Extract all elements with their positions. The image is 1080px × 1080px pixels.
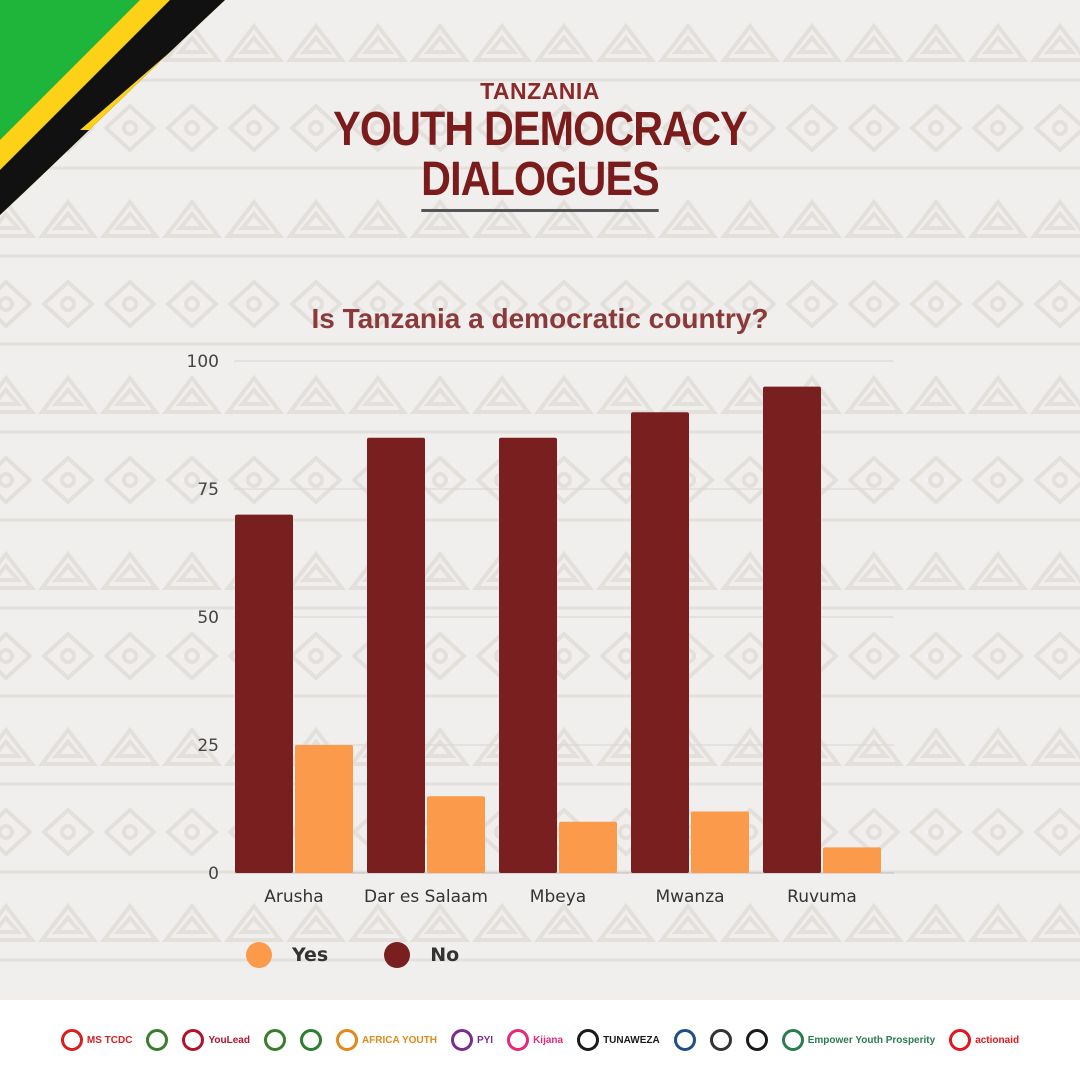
eyebrow-title: TANZANIA (480, 78, 600, 104)
legend: Yes No (246, 942, 459, 968)
logo-text: Kijana (533, 1034, 564, 1046)
bar-no-mwanza (631, 412, 689, 873)
main-title-line1: YOUTH DEMOCRACY (333, 103, 748, 156)
y-tick-label: 0 (208, 864, 219, 884)
legend-swatch-no (384, 942, 411, 968)
bar-yes-mbeya (559, 821, 617, 873)
x-tick-label: Mwanza (655, 887, 724, 907)
bar-no-dar-es-salaam (367, 437, 425, 873)
legend-item-yes: Yes (246, 942, 328, 968)
x-tick-label: Ruvuma (787, 887, 857, 907)
logo-text: TUNAWEZA (603, 1034, 660, 1046)
map-logo (709, 1029, 732, 1051)
crest-logo-mark (146, 1029, 169, 1051)
logo-text: YouLead (208, 1034, 250, 1046)
header: TANZANIA YOUTH DEMOCRACY DIALOGUES (0, 78, 1080, 212)
logo-text: AFRICA YOUTH (361, 1034, 437, 1046)
youlead-logo: YouLead (182, 1029, 250, 1051)
voice-of-youth-logo-mark (673, 1029, 696, 1051)
y-tick-label: 75 (197, 480, 219, 500)
map-logo-mark (709, 1029, 732, 1051)
tanzania-flag (0, 0, 225, 215)
x-tick-label: Arusha (264, 887, 323, 907)
africa-youth-logo-mark (335, 1029, 358, 1051)
crest-logo-2 (263, 1029, 286, 1051)
logo-text: actionaid (975, 1034, 1020, 1046)
legend-item-no: No (384, 942, 459, 968)
kijana-logo-mark (507, 1029, 530, 1051)
partner-logos-footer: MS TCDC YouLead AFRICA YOUTH PYI Kijana TUNAW… (0, 1000, 1080, 1080)
actionaid-logo: actionaid (949, 1029, 1019, 1051)
empower-logo: Empower Youth Prosperity (781, 1029, 936, 1051)
logo-text: MS TCDC (86, 1034, 133, 1046)
bar-yes-arusha (295, 745, 353, 873)
crest-logo-2-mark (263, 1029, 286, 1051)
africa-youth-logo: AFRICA YOUTH (335, 1029, 437, 1051)
ms-tcdc-logo-mark (60, 1029, 83, 1051)
voice-of-youth-logo (673, 1029, 696, 1051)
pyi-logo-mark (450, 1029, 473, 1051)
seal-logo-mark (745, 1029, 768, 1051)
chart-title: Is Tanzania a democratic country? (311, 303, 769, 334)
y-tick-label: 25 (197, 736, 219, 756)
bar-no-ruvuma (763, 386, 821, 873)
pyi-logo: PYI (450, 1029, 494, 1051)
bar-no-arusha (235, 514, 293, 873)
actionaid-logo-mark (949, 1029, 972, 1051)
bar-chart: 0 25 50 75 100 Arusha Dar es Salaam Mbeya Mwanza… (187, 352, 894, 907)
logo-text: Empower Youth Prosperity (807, 1034, 936, 1046)
legend-swatch-yes (246, 942, 272, 968)
x-tick-label: Dar es Salaam (364, 887, 488, 907)
wreath-logo-mark (299, 1029, 322, 1051)
tunaweza-logo: TUNAWEZA (577, 1029, 660, 1051)
bar-yes-ruvuma (823, 847, 881, 873)
legend-label-yes: Yes (292, 944, 329, 966)
main-title-line2: DIALOGUES (421, 155, 660, 212)
empower-logo-mark (781, 1029, 804, 1051)
x-tick-label: Mbeya (530, 887, 586, 907)
y-tick-label: 50 (197, 608, 219, 628)
seal-logo (745, 1029, 768, 1051)
crest-logo (146, 1029, 169, 1051)
legend-label-no: No (430, 944, 460, 966)
kijana-logo: Kijana (507, 1029, 563, 1051)
main-title: YOUTH DEMOCRACY DIALOGUES (76, 105, 1005, 212)
ms-tcdc-logo: MS TCDC (60, 1029, 133, 1051)
youlead-logo-mark (182, 1029, 205, 1051)
logo-text: PYI (476, 1034, 494, 1046)
tunaweza-logo-mark (577, 1029, 600, 1051)
bar-yes-dar-es-salaam (427, 796, 485, 873)
wreath-logo (299, 1029, 322, 1051)
y-tick-label: 100 (187, 352, 219, 372)
bar-yes-mwanza (691, 811, 749, 873)
bar-no-mbeya (499, 437, 557, 873)
